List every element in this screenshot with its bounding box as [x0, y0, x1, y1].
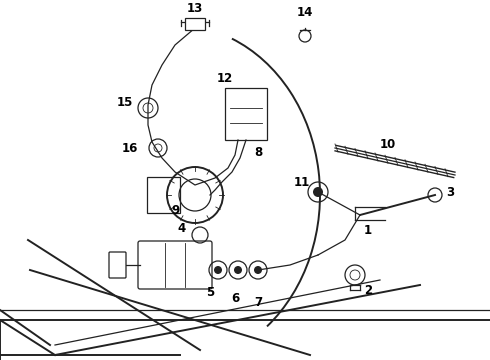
- Text: 3: 3: [446, 185, 454, 198]
- Circle shape: [254, 266, 262, 274]
- Text: 8: 8: [254, 145, 262, 158]
- Text: 12: 12: [217, 72, 233, 85]
- FancyBboxPatch shape: [185, 18, 205, 30]
- Text: 11: 11: [294, 175, 310, 189]
- Text: 9: 9: [171, 203, 179, 216]
- Text: 1: 1: [364, 224, 372, 237]
- Circle shape: [313, 187, 323, 197]
- Text: 15: 15: [117, 95, 133, 108]
- Text: 16: 16: [122, 141, 138, 154]
- Text: 13: 13: [187, 1, 203, 14]
- Circle shape: [234, 266, 242, 274]
- Text: 14: 14: [297, 5, 313, 18]
- Text: 10: 10: [380, 139, 396, 152]
- Text: 5: 5: [206, 285, 214, 298]
- Circle shape: [214, 266, 222, 274]
- Bar: [225, 88, 267, 140]
- Text: 7: 7: [254, 296, 262, 309]
- FancyBboxPatch shape: [138, 241, 212, 289]
- FancyBboxPatch shape: [109, 252, 126, 278]
- Text: 6: 6: [231, 292, 239, 305]
- Text: 4: 4: [178, 221, 186, 234]
- Text: 2: 2: [364, 284, 372, 297]
